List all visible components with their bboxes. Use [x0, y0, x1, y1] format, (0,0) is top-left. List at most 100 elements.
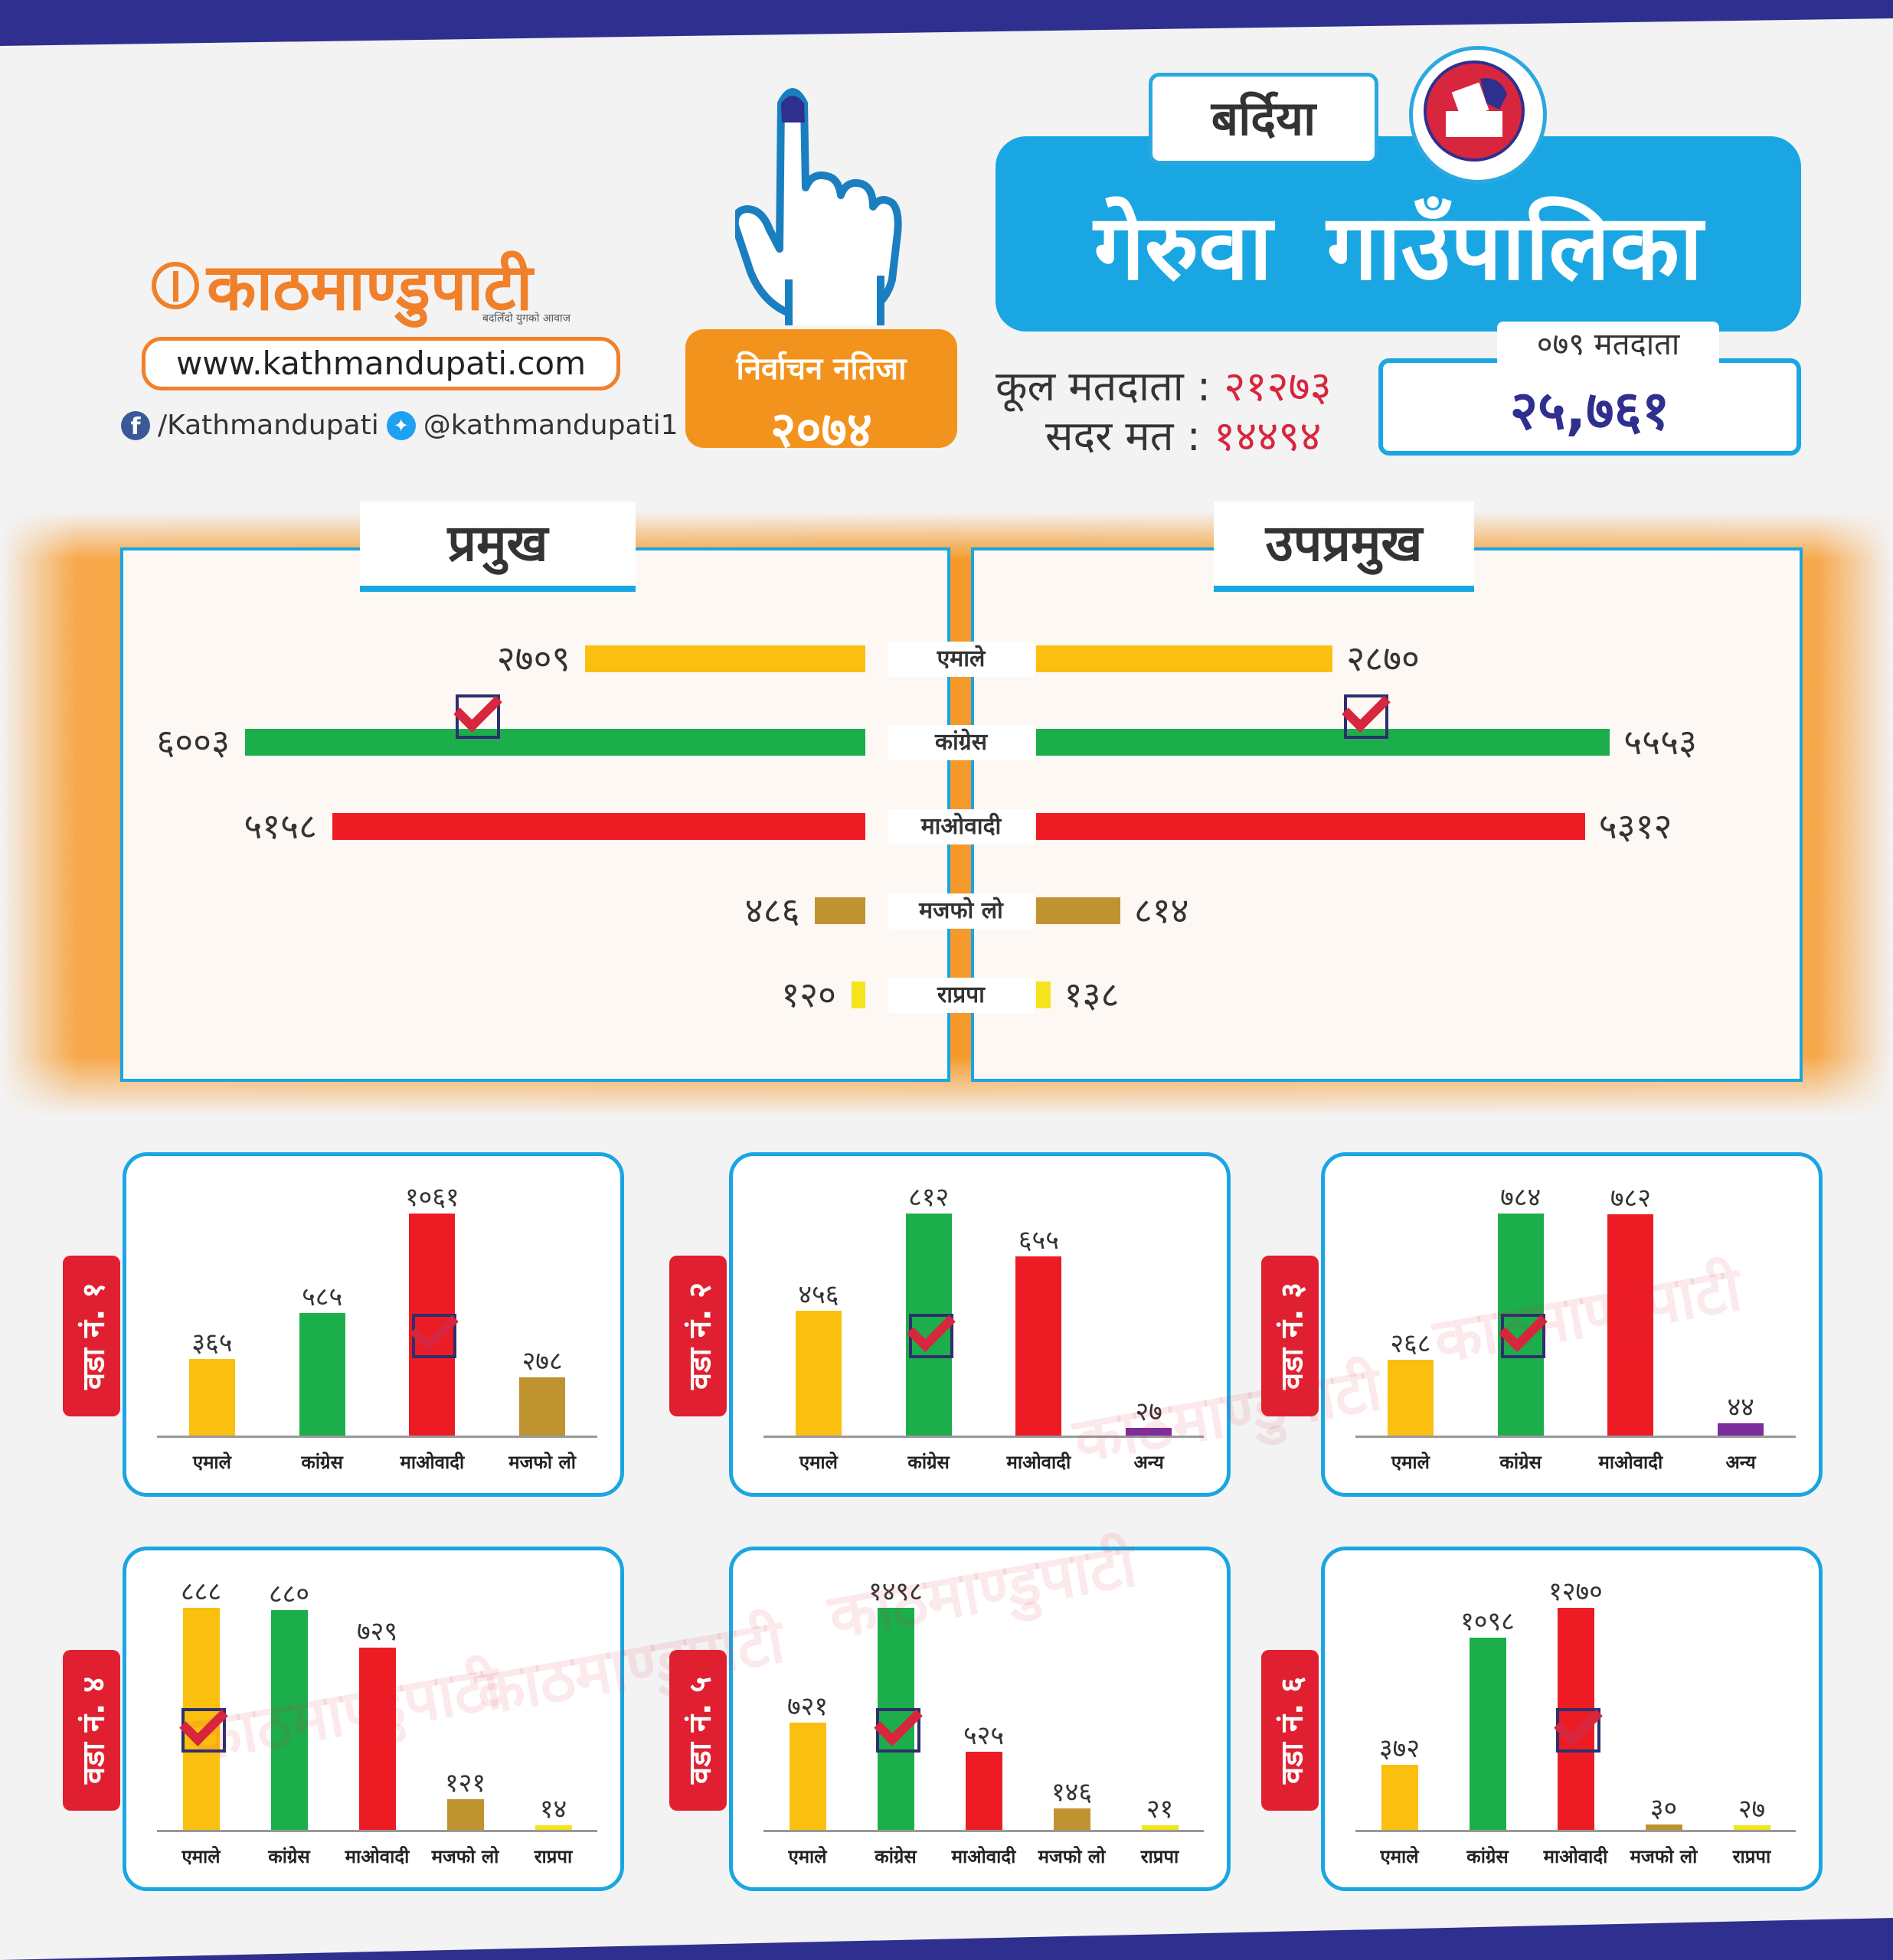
ward-axis [1355, 1436, 1796, 1438]
ward-bar-value: ३० [1649, 1793, 1678, 1824]
brand-logo: काठमाण्डुपाटी बदलिँदो युगको आवाज [145, 245, 605, 329]
deputy-value-0: २८७० [1346, 638, 1420, 679]
ward-winner-check-icon [412, 1313, 457, 1358]
ward-bar-value: ३६५ [191, 1328, 233, 1359]
ward-card-4: ८८८ एमाले ८८० कांग्रेस ७२९ माओवादी १२१ मजफो लो १… [123, 1547, 624, 1891]
mayor-bar-4 [852, 982, 865, 1008]
logo-mark-icon [152, 262, 199, 309]
ward-bar [1718, 1423, 1764, 1436]
mayor-value-2: ५१५८ [244, 805, 318, 847]
ward-number: वडा नं. १ [76, 1282, 111, 1390]
ward-category-label: माओवादी [1543, 1846, 1608, 1867]
deputy-winner-check-icon [1344, 694, 1388, 739]
ward-bar-value: ७२१ [786, 1691, 829, 1723]
deputy-value-2: ५३१२ [1598, 805, 1672, 847]
valid-votes: सदर मत : १४४९४ [1045, 412, 1322, 460]
ward-bar-value: २७ [1135, 1396, 1162, 1428]
ward-bar [965, 1752, 1002, 1830]
ward-bar [1469, 1638, 1506, 1830]
ward-bar-value: १४६ [1051, 1776, 1093, 1808]
valid-votes-value: १४४९४ [1214, 412, 1322, 460]
ward-tag-4: वडा नं. ४ [63, 1650, 120, 1811]
mayor-value-4: १२० [781, 974, 836, 1015]
ward-bar-value: ४५६ [798, 1279, 839, 1311]
municipality-title: गेरुवा गाउँपालिका [996, 136, 1801, 332]
mayor-value-3: ४८६ [744, 890, 800, 931]
deputy-value-3: ८१४ [1133, 890, 1189, 931]
district-name: बर्दिया [1149, 73, 1378, 165]
ward-bar [535, 1825, 572, 1830]
ward-bar-value: ५२५ [963, 1720, 1005, 1752]
ward-category-label: राप्रपा [1140, 1846, 1179, 1867]
party-label-1: कांग्रेस [888, 725, 1034, 760]
ward-bar-value: १०६१ [405, 1182, 459, 1213]
ward-winner-check-icon [1555, 1707, 1600, 1753]
voters-079-label: ०७९ मतदाता [1497, 322, 1719, 368]
total-voters-value: २१२७३ [1224, 362, 1332, 410]
brand-tagline: बदलिँदो युगको आवाज [482, 312, 571, 325]
ward-category-label: एमाले [799, 1452, 838, 1473]
ward-axis [157, 1830, 597, 1832]
ward-number: वडा नं. ४ [76, 1676, 111, 1785]
ward-bar [1387, 1359, 1434, 1436]
party-label-2: माओवादी [888, 809, 1034, 844]
ward-bar [188, 1359, 235, 1436]
deputy-bar-3 [1036, 897, 1120, 924]
mayor-bar-0 [585, 645, 865, 672]
ward-bar [519, 1377, 566, 1436]
deputy-bar-1 [1036, 729, 1610, 756]
deputy-bar-2 [1036, 813, 1585, 840]
deputy-tab: उपप्रमुख [1214, 501, 1474, 592]
voting-finger-icon [735, 88, 902, 325]
ward-category-label: राप्रपा [1732, 1846, 1771, 1867]
website-url[interactable]: www.kathmandupati.com [142, 337, 620, 390]
ward-axis [763, 1436, 1204, 1438]
ward-bar [1015, 1256, 1062, 1436]
ward-category-label: कांग्रेस [907, 1452, 950, 1473]
mayor-bar-1 [245, 729, 865, 756]
mayor-bar-2 [332, 813, 865, 840]
ward-tag-3: वडा नं. ३ [1261, 1256, 1319, 1416]
ward-tag-2: वडा नं. २ [669, 1256, 727, 1416]
ward-bar [1645, 1824, 1682, 1830]
ward-card-3: २६८ एमाले ७८४ कांग्रेस ७८२ माओवादी ४४ अन्य [1321, 1152, 1823, 1497]
ward-tag-6: वडा नं. ६ [1261, 1650, 1319, 1811]
ward-card-5: ७२१ एमाले १४९८ कांग्रेस ५२५ माओवादी १४६ मजफो लो… [729, 1547, 1231, 1891]
ward-bar-value: ७८४ [1500, 1182, 1542, 1213]
twitter-icon[interactable]: ✦ [386, 410, 416, 440]
ward-axis [1355, 1830, 1796, 1832]
ward-bar-value: ८८० [268, 1578, 310, 1609]
ward-bar-value: १४९८ [868, 1576, 923, 1607]
ward-category-label: एमाले [1391, 1452, 1430, 1473]
party-label-3: मजफो लो [888, 893, 1034, 929]
ward-bar-value: ७८२ [1610, 1182, 1651, 1214]
ward-category-label: राप्रपा [534, 1846, 573, 1867]
ward-tag-5: वडा नं. ५ [669, 1650, 727, 1811]
ward-category-label: कांग्रेस [301, 1452, 343, 1473]
ward-winner-check-icon [181, 1707, 226, 1753]
twitter-handle[interactable]: @kathmandupati1 [423, 410, 678, 441]
ward-category-label: अन्य [1133, 1452, 1164, 1473]
ward-bar [1141, 1825, 1179, 1830]
ward-category-label: मजफो लो [508, 1452, 576, 1473]
mayor-deputy-chart: एमाले २७०९ २८७० कांग्रेस ६००३ ५५५३ माओवादी ५१५८… [0, 0, 1893, 1118]
ward-category-label: एमाले [788, 1846, 827, 1867]
ward-winner-check-icon [908, 1313, 953, 1358]
deputy-bar-0 [1036, 645, 1333, 672]
ballot-box-icon [1409, 46, 1547, 184]
ward-bar [1607, 1214, 1654, 1436]
mayor-value-1: ६००३ [156, 721, 230, 763]
ward-bar [358, 1647, 396, 1830]
ward-category-label: माओवादी [400, 1452, 465, 1473]
ward-bar-value: १०९८ [1460, 1606, 1515, 1638]
ward-number: वडा नं. ६ [1274, 1676, 1309, 1785]
ward-category-label: मजफो लो [1630, 1846, 1698, 1867]
result-year: २०७४ [770, 402, 873, 459]
ward-category-label: कांग्रेस [268, 1846, 310, 1867]
ward-bar-value: १२१ [444, 1768, 486, 1799]
ward-bar [1053, 1808, 1090, 1830]
party-label-0: एमाले [888, 642, 1034, 677]
facebook-icon[interactable]: f [121, 410, 150, 440]
facebook-handle[interactable]: /Kathmandupati [158, 410, 379, 441]
